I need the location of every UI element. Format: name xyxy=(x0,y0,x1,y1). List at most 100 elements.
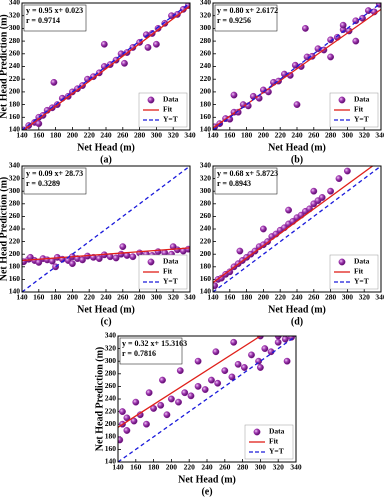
x-tick-label: 180 xyxy=(148,463,160,472)
y-tick-label: 180 xyxy=(200,262,212,271)
x-tick-label: 220 xyxy=(275,293,287,302)
x-tick-label: 280 xyxy=(134,131,146,140)
x-tick-label: 260 xyxy=(308,131,320,140)
legend-label: Fit xyxy=(354,105,364,114)
x-tick-label: 200 xyxy=(67,131,79,140)
data-point xyxy=(352,37,360,45)
x-tick-label: 280 xyxy=(237,463,249,472)
x-tick-label: 320 xyxy=(359,131,371,140)
y-tick-label: 320 xyxy=(105,343,117,352)
y-tick-label: 280 xyxy=(200,199,212,208)
y-tick-label: 300 xyxy=(200,23,212,32)
data-point xyxy=(50,78,58,86)
data-point xyxy=(121,59,128,67)
data-point xyxy=(194,382,202,390)
x-tick-label: 220 xyxy=(275,131,287,140)
y-tick-label: 320 xyxy=(200,173,212,182)
data-point xyxy=(343,167,351,175)
x-tick-label: 280 xyxy=(325,293,337,302)
annotation-box xyxy=(119,337,183,365)
data-point xyxy=(184,245,190,253)
data-point xyxy=(352,17,360,25)
legend-marker xyxy=(338,258,346,266)
annotation: y = 0.80 x+ 2.6172 xyxy=(217,6,278,15)
data-point xyxy=(283,357,291,365)
data-point xyxy=(256,364,264,371)
data-point xyxy=(176,367,184,375)
panel: 140 160 180 200 220 240 260 280 300 320 340 140 160 1… xyxy=(0,0,196,165)
legend-label: Data xyxy=(163,257,179,266)
y-tick-label: 320 xyxy=(200,10,212,19)
x-tick-label: 240 xyxy=(291,131,303,140)
legend-label: Y=T xyxy=(163,277,178,286)
data-point xyxy=(293,101,301,109)
line xyxy=(22,166,190,292)
y-tick-label: 200 xyxy=(105,419,117,428)
x-tick-label: 280 xyxy=(134,293,146,302)
x-tick-label: 160 xyxy=(224,131,236,140)
data-point xyxy=(230,91,238,99)
data-point xyxy=(310,187,318,195)
data-point xyxy=(100,40,108,48)
data-point xyxy=(214,379,222,387)
annotation: r = 0.9256 xyxy=(217,16,251,25)
legend-marker xyxy=(147,258,155,266)
y-tick-label: 180 xyxy=(105,432,117,441)
plot-area xyxy=(213,3,381,130)
y-tick-label: 220 xyxy=(9,236,21,245)
x-tick-label: 180 xyxy=(50,131,62,140)
data-point xyxy=(240,364,248,371)
y-tick-label: 260 xyxy=(9,49,21,58)
data-point xyxy=(285,206,292,214)
data-point xyxy=(117,250,125,258)
data-point xyxy=(167,395,175,403)
panel: 140 160 180 200 220 240 260 280 300 320 340 140 160 1… xyxy=(0,161,196,328)
legend-label: Y=T xyxy=(163,115,178,124)
data-point xyxy=(274,338,282,346)
x-tick-label: 260 xyxy=(219,463,231,472)
plot-area xyxy=(118,336,296,462)
caption: (b) xyxy=(291,154,303,165)
y-tick-label: 300 xyxy=(9,23,21,32)
x-tick-label: 140 xyxy=(207,131,219,140)
y-tick-label: 220 xyxy=(9,74,21,83)
data-point xyxy=(26,253,34,261)
annotation: r = 0.7816 xyxy=(122,349,156,358)
y-tick-label: 340 xyxy=(200,0,212,7)
line xyxy=(118,336,261,428)
x-tick-label: 340 xyxy=(290,463,302,472)
data-point xyxy=(213,282,219,290)
data-point xyxy=(288,336,295,341)
data-point xyxy=(194,357,202,365)
data-point xyxy=(159,376,166,384)
y-axis-title: Net Head Prediction (m) xyxy=(0,177,9,282)
data-point xyxy=(359,14,366,22)
x-tick-label: 160 xyxy=(224,293,236,302)
data-point xyxy=(301,24,309,32)
annotation: r = 0.3289 xyxy=(26,179,60,188)
data-point xyxy=(318,194,326,201)
annotation-box xyxy=(214,167,278,195)
x-tick-label: 200 xyxy=(67,293,79,302)
y-tick-label: 260 xyxy=(105,381,117,390)
line xyxy=(213,166,381,292)
line xyxy=(213,166,373,284)
data-point xyxy=(129,253,137,261)
y-tick-label: 340 xyxy=(105,331,117,340)
y-tick-label: 240 xyxy=(9,61,21,70)
y-tick-label: 140 xyxy=(9,287,21,296)
x-axis-title: Net Head (m) xyxy=(77,304,135,315)
data-point xyxy=(112,254,120,262)
data-point xyxy=(335,175,343,183)
x-tick-label: 220 xyxy=(184,463,196,472)
annotation-box xyxy=(214,4,278,32)
x-tick-label: 320 xyxy=(168,293,180,302)
data-point xyxy=(169,243,177,251)
x-tick-label: 320 xyxy=(359,293,371,302)
x-tick-label: 160 xyxy=(33,293,45,302)
legend-label: Y=T xyxy=(354,277,369,286)
y-tick-label: 160 xyxy=(200,112,212,121)
data-point xyxy=(327,53,334,61)
x-tick-label: 340 xyxy=(375,293,384,302)
x-tick-label: 240 xyxy=(291,293,303,302)
